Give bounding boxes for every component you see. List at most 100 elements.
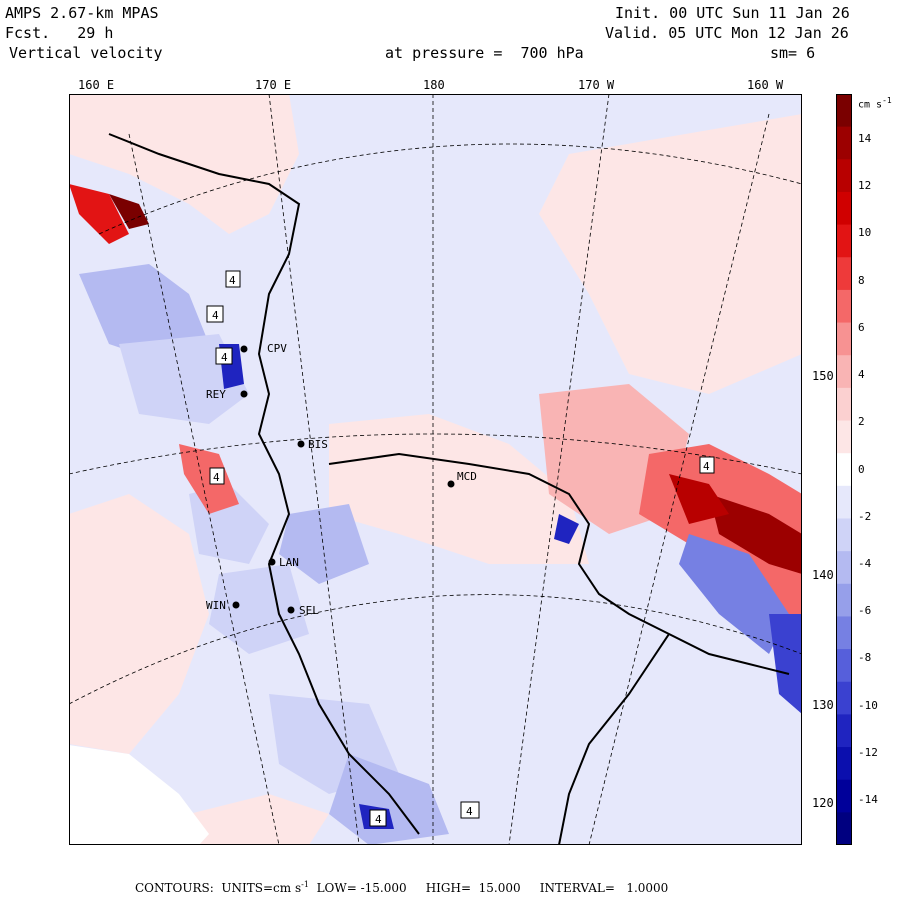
colorbar-swatch [836, 714, 852, 748]
colorbar-swatch [836, 420, 852, 454]
coastline-west [108, 133, 420, 835]
colorbar-swatch [836, 518, 852, 552]
pressure-level: at pressure = 700 hPa [385, 44, 584, 62]
blue-patch-5 [209, 564, 309, 654]
footer-units-exp: -1 [301, 880, 309, 889]
graticule [69, 94, 802, 845]
colorbar-swatch [836, 289, 852, 324]
pink-region-ne [539, 114, 802, 394]
station-dot-cpv [240, 345, 248, 353]
extrema-box-1 [225, 270, 241, 288]
colorbar-swatch [836, 616, 852, 650]
footer-label: CONTOURS: [135, 881, 214, 895]
pink-region-ross [329, 414, 589, 564]
extrema-box-6 [369, 809, 387, 827]
colorbar-tick-label: 10 [858, 226, 872, 240]
station-dot-win [232, 601, 240, 609]
extrema-markers: 4 4 4 4 4 4 4 [206, 270, 715, 827]
station-sel: SEL [299, 604, 319, 617]
colorbar-tick-label: 2 [858, 415, 865, 429]
footer-low: LOW= -15.000 [316, 881, 407, 895]
colorbar-swatch [836, 681, 852, 715]
station-dot-lan [268, 558, 276, 566]
extrema-box-2 [206, 305, 224, 323]
vertical-velocity-map: CPV BIS REY LAN SEL WIN MCD 4 4 4 4 4 [69, 94, 802, 845]
colorbar-swatch [836, 257, 852, 291]
contour-footer: CONTOURS: UNITS=cm s-1 LOW= -15.000 HIGH… [135, 880, 668, 895]
colorbar-tick-label: -4 [858, 556, 872, 570]
colorbar-swatch [836, 453, 852, 487]
colorbar-tick-label: -8 [858, 651, 872, 665]
lon-label-180: 180 [423, 78, 445, 92]
colorbar-swatch [836, 779, 852, 813]
extrema-box-7 [460, 801, 480, 819]
extrema-box-4 [209, 467, 225, 485]
field-name: Vertical velocity [9, 44, 163, 62]
smoothing: sm= 6 [770, 44, 816, 62]
blue-band-east [769, 614, 802, 714]
colorbar-swatch [836, 126, 852, 160]
extrema-label-2: 4 [212, 309, 219, 322]
pink-region-nw [69, 94, 299, 234]
extrema-label-5: 4 [703, 460, 710, 473]
extrema-box-3 [215, 347, 233, 365]
model-title: AMPS 2.67-km MPAS [5, 4, 159, 22]
stations: CPV BIS REY LAN SEL WIN MCD [206, 342, 477, 617]
lon-label-160w: 160 W [747, 78, 784, 92]
station-dot-sel [287, 606, 295, 614]
extrema-box-5 [699, 456, 715, 474]
colorbar-units: cm s-1 [858, 96, 892, 111]
footer-interval: INTERVAL= 1.0000 [539, 881, 669, 895]
extrema-label-4: 4 [213, 471, 220, 484]
colorbar-tick-label: 8 [858, 273, 865, 287]
station-win: WIN [206, 599, 226, 612]
colorbar-tick-label: 12 [858, 179, 872, 193]
blue-patch-4 [279, 504, 369, 584]
colorbar-frame [836, 94, 852, 845]
red-streak-2 [109, 194, 149, 229]
extrema-label-7: 4 [466, 805, 473, 818]
red-streak-3 [179, 444, 239, 514]
colorbar-swatch [836, 159, 852, 193]
colorbar-tick-label: 14 [858, 132, 872, 145]
station-rey: REY [206, 388, 226, 401]
station-lan: LAN [279, 556, 299, 569]
colorbar-tick-label: -10 [858, 698, 878, 712]
forecast-hour: Fcst. 29 h [5, 24, 114, 42]
colorbar-swatch [836, 747, 852, 781]
colorbar-swatch [836, 355, 852, 389]
colorbar-swatch [836, 485, 852, 519]
extrema-label-3: 4 [221, 351, 228, 364]
colorbar-swatch [836, 583, 852, 617]
blue-spot-east [554, 514, 579, 544]
extrema-label-1: 4 [229, 274, 236, 287]
blank-region [69, 745, 209, 845]
footer-high: HIGH= 15.000 [425, 881, 521, 895]
colorbar-swatch [836, 191, 852, 226]
station-dot-bis [297, 440, 305, 448]
station-mcd: MCD [457, 470, 477, 483]
station-cpv: CPV [267, 342, 287, 355]
colorbar-tick-label: -6 [858, 604, 872, 618]
colorbar-swatch [836, 387, 852, 422]
colorbar-swatch [836, 322, 852, 356]
footer-units: UNITS=cm s [221, 881, 302, 895]
colorbar-swatch [836, 649, 852, 683]
colorbar-tick-label: -14 [858, 793, 878, 806]
colorbar-swatch [836, 551, 852, 585]
colorbar-tick-label: -12 [858, 745, 878, 759]
station-bis: BIS [308, 438, 328, 451]
colorbar-tick-label: -2 [858, 509, 872, 523]
lon-label-160e: 160 E [78, 78, 115, 92]
ice-shelf-edge [328, 452, 790, 675]
colorbar-tick-label: 4 [858, 368, 865, 382]
colorbar-swatch [836, 94, 852, 128]
darkred-band-1 [709, 494, 802, 574]
colorbar-tick-label: 6 [858, 320, 865, 334]
pink-region-w [69, 494, 209, 754]
blue-zone-east [679, 534, 789, 654]
coastline-east [558, 633, 670, 845]
blue-patch-7 [329, 754, 449, 845]
colorbar-tick-label: 0 [858, 462, 865, 476]
map-frame [69, 94, 802, 845]
